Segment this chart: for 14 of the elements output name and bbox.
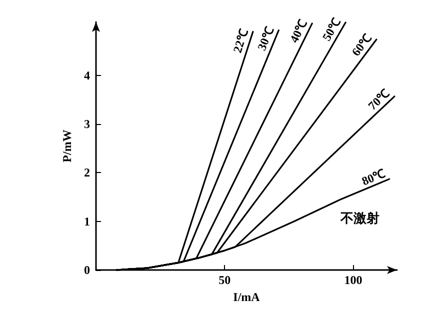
y-tick-label: 4 — [84, 68, 90, 82]
text: 40℃ — [286, 17, 310, 45]
text: 22℃ — [230, 27, 251, 55]
y-tick-label: 2 — [84, 166, 90, 180]
x-tick-label: 100 — [344, 273, 362, 287]
y-axis-title: P/mW — [60, 130, 74, 162]
y-tick-label: 3 — [84, 117, 90, 132]
annotation: 不激射 — [340, 212, 380, 226]
text: 30℃ — [254, 24, 277, 52]
text: 80℃ — [360, 166, 388, 188]
x-axis-title: I/mA — [233, 290, 260, 304]
y-tick-label: 1 — [84, 214, 90, 228]
y-tick-label: 0 — [84, 263, 90, 277]
x-tick-label: 50 — [218, 273, 231, 287]
